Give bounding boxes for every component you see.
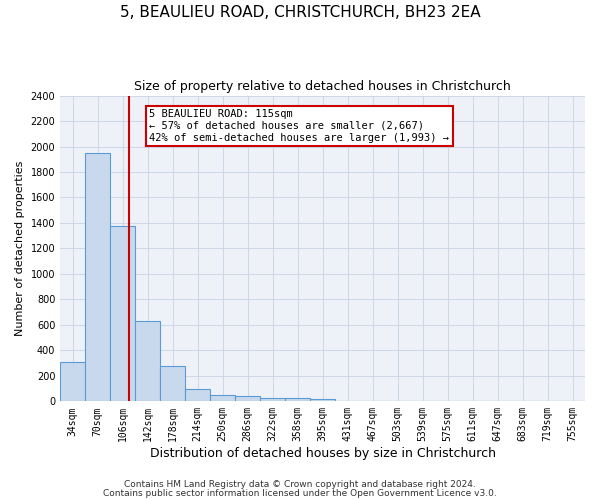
Bar <box>185 388 210 402</box>
Bar <box>260 398 285 402</box>
Text: 5, BEAULIEU ROAD, CHRISTCHURCH, BH23 2EA: 5, BEAULIEU ROAD, CHRISTCHURCH, BH23 2EA <box>119 5 481 20</box>
Bar <box>210 395 235 402</box>
Bar <box>60 362 85 402</box>
Text: 5 BEAULIEU ROAD: 115sqm
← 57% of detached houses are smaller (2,667)
42% of semi: 5 BEAULIEU ROAD: 115sqm ← 57% of detache… <box>149 110 449 142</box>
Bar <box>85 153 110 402</box>
Y-axis label: Number of detached properties: Number of detached properties <box>15 161 25 336</box>
Bar <box>285 398 310 402</box>
Bar <box>135 321 160 402</box>
Text: Contains public sector information licensed under the Open Government Licence v3: Contains public sector information licen… <box>103 489 497 498</box>
Bar <box>110 226 135 402</box>
Bar <box>235 396 260 402</box>
Bar <box>160 366 185 402</box>
Title: Size of property relative to detached houses in Christchurch: Size of property relative to detached ho… <box>134 80 511 93</box>
X-axis label: Distribution of detached houses by size in Christchurch: Distribution of detached houses by size … <box>149 447 496 460</box>
Bar <box>310 399 335 402</box>
Text: Contains HM Land Registry data © Crown copyright and database right 2024.: Contains HM Land Registry data © Crown c… <box>124 480 476 489</box>
